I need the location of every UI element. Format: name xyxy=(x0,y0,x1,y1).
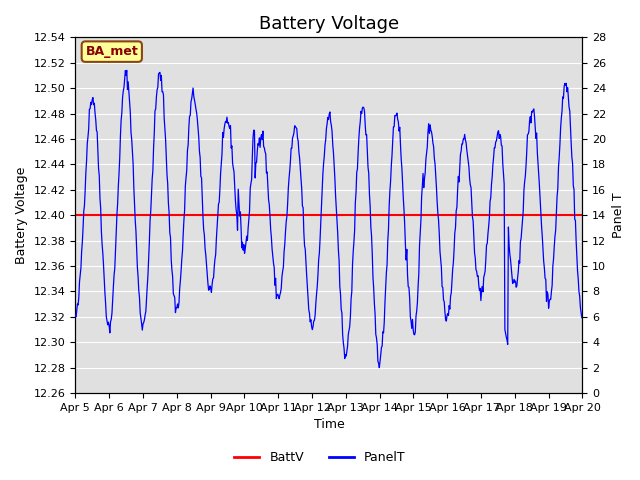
Y-axis label: Panel T: Panel T xyxy=(612,192,625,238)
Title: Battery Voltage: Battery Voltage xyxy=(259,15,399,33)
Text: BA_met: BA_met xyxy=(85,45,138,58)
Y-axis label: Battery Voltage: Battery Voltage xyxy=(15,167,28,264)
X-axis label: Time: Time xyxy=(314,419,344,432)
Legend: BattV, PanelT: BattV, PanelT xyxy=(229,446,411,469)
